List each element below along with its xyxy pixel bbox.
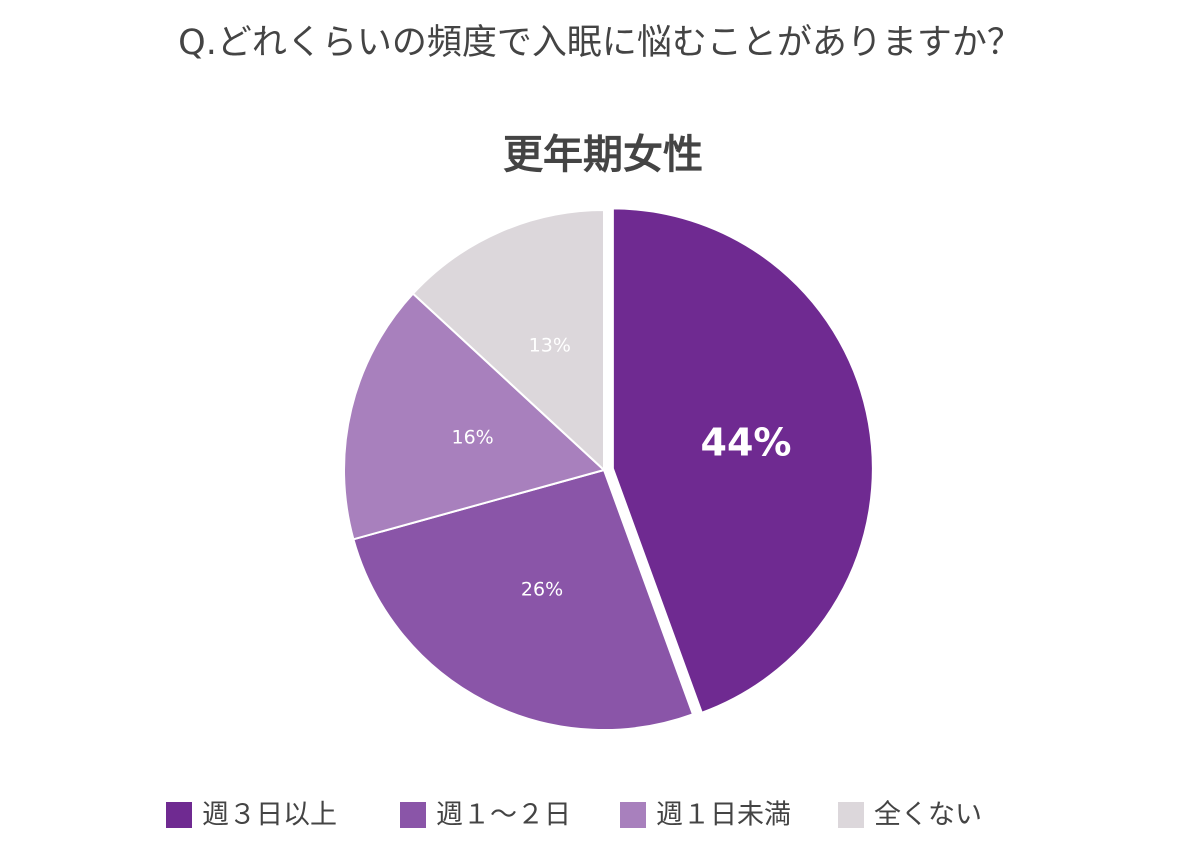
pie-slice — [352, 468, 695, 731]
data-label: 13% — [529, 335, 571, 357]
data-label: 16% — [451, 427, 493, 449]
legend-swatch — [166, 802, 192, 828]
chart-title: Q.どれくらいの頻度で入眠に悩むことがありますか？ — [178, 23, 1022, 63]
legend-swatch — [838, 802, 864, 828]
legend-label: 週１日未満 — [656, 800, 791, 831]
pie-slice — [411, 208, 605, 473]
legend-label: 週１～２日 — [436, 800, 571, 831]
chart-subtitle: 更年期女性 — [503, 132, 703, 178]
data-label: 44% — [701, 420, 792, 464]
pie: 44% 26% 16% 13% — [343, 207, 874, 731]
pie-slice — [611, 207, 874, 715]
data-label: 26% — [521, 579, 563, 601]
legend-swatch — [620, 802, 646, 828]
legend-swatch — [400, 802, 426, 828]
legend-label: 全くない — [874, 800, 982, 831]
pie-slice — [343, 292, 606, 541]
legend: 週３日以上 週１～２日 週１日未満 全くない — [166, 800, 982, 831]
legend-label: 週３日以上 — [202, 800, 337, 831]
